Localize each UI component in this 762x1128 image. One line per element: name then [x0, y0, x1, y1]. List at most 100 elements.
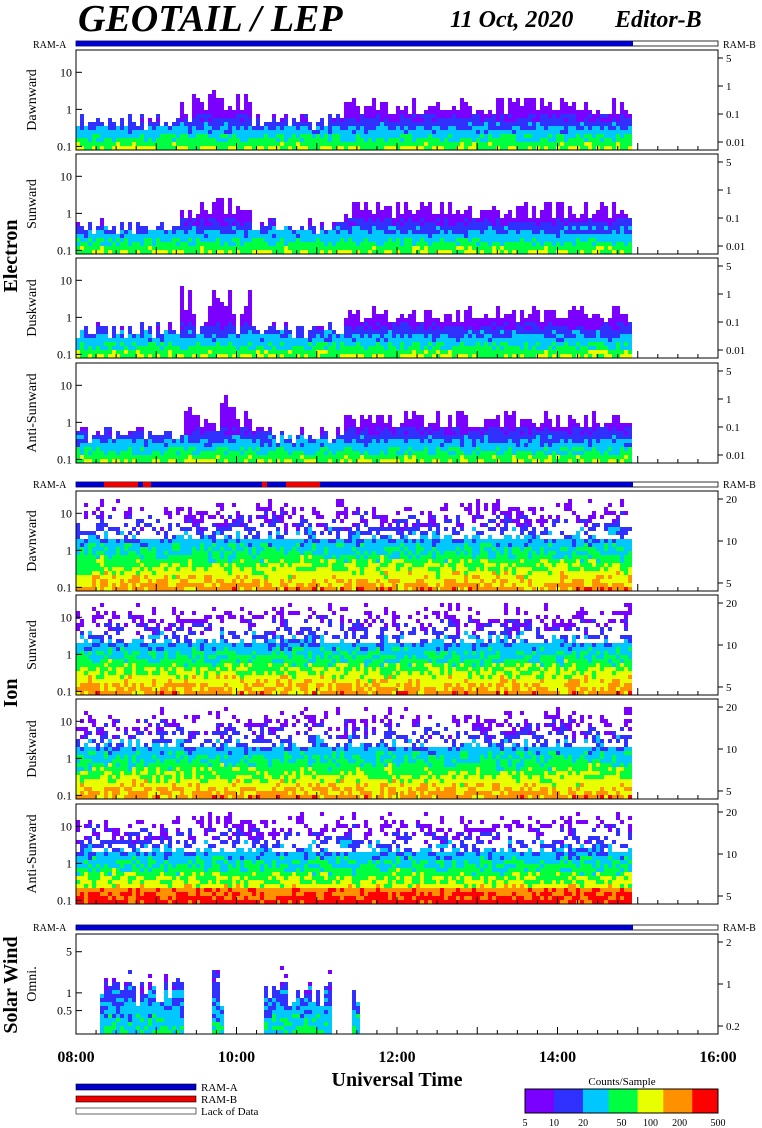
spectrogram-cell	[444, 142, 448, 146]
spectrogram-cell	[612, 118, 616, 122]
spectrogram-cell	[236, 102, 240, 106]
spectrogram-cell	[296, 338, 300, 342]
spectrogram-cell	[136, 439, 140, 443]
spectrogram-cell	[220, 218, 224, 222]
spectrogram-cell	[104, 134, 108, 138]
spectrogram-cell	[220, 326, 224, 330]
spectrogram-cell	[188, 230, 192, 234]
spectrogram-cell	[196, 350, 200, 354]
spectrogram-cell	[268, 439, 272, 443]
spectrogram-cell	[188, 130, 192, 134]
spectrogram-cell	[332, 142, 336, 146]
spectrogram-cell	[400, 455, 404, 459]
spectrogram-cell	[392, 334, 396, 338]
spectrogram-cell	[440, 214, 444, 218]
spectrogram-cell	[356, 138, 360, 142]
spectrogram-cell	[80, 130, 84, 134]
spectrogram-cell	[384, 423, 388, 427]
spectrogram-cell	[380, 146, 384, 150]
spectrogram-cell	[580, 138, 584, 142]
spectrogram-cell	[608, 138, 612, 142]
spectrogram-cell	[180, 130, 184, 134]
spectrogram-cell	[340, 230, 344, 234]
spectrogram-cell	[336, 118, 340, 122]
spectrogram-cell	[148, 342, 152, 346]
spectrogram-cell	[456, 334, 460, 338]
spectrogram-cell	[256, 238, 260, 242]
spectrogram-cell	[340, 350, 344, 354]
spectrogram-cell	[216, 326, 220, 330]
spectrogram-cell	[424, 218, 428, 222]
spectrogram-cell	[524, 202, 528, 206]
spectrogram-cell	[180, 290, 184, 294]
spectrogram-cell	[596, 342, 600, 346]
spectrogram-cell	[392, 435, 396, 439]
spectrogram-cell	[392, 234, 396, 238]
spectrogram-cell	[540, 146, 544, 150]
spectrogram-cell	[456, 126, 460, 130]
spectrogram-cell	[444, 114, 448, 118]
spectrogram-cell	[520, 222, 524, 226]
spectrogram-cell	[348, 106, 352, 110]
spectrogram-cell	[384, 318, 388, 322]
spectrogram-cell	[144, 146, 148, 150]
spectrogram-cell	[332, 222, 336, 226]
spectrogram-cell	[448, 146, 452, 150]
spectrogram-cell	[360, 218, 364, 222]
spectrogram-cell	[300, 142, 304, 146]
spectrogram-cell	[220, 222, 224, 226]
spectrogram-cell	[392, 447, 396, 451]
spectrogram-cell	[116, 334, 120, 338]
spectrogram-cell	[208, 439, 212, 443]
spectrogram-cell	[380, 338, 384, 342]
spectrogram-cell	[356, 210, 360, 214]
spectrogram-cell	[268, 250, 272, 254]
spectrogram-cell	[404, 326, 408, 330]
spectrogram-cell	[308, 334, 312, 338]
spectrogram-cell	[320, 435, 324, 439]
spectrogram-cell	[604, 326, 608, 330]
spectrogram-cell	[604, 142, 608, 146]
spectrogram-cell	[536, 126, 540, 130]
spectrogram-cell	[268, 126, 272, 130]
spectrogram-cell	[244, 459, 248, 463]
spectrogram-cell	[328, 122, 332, 126]
spectrogram-cell	[260, 451, 264, 455]
spectrogram-cell	[540, 106, 544, 110]
spectrogram-cell	[624, 122, 628, 126]
spectrogram-cell	[220, 350, 224, 354]
spectrogram-cell	[576, 114, 580, 118]
spectrogram-cell	[184, 230, 188, 234]
spectrogram-cell	[472, 114, 476, 118]
spectrogram-cell	[344, 218, 348, 222]
spectrogram-cell	[408, 114, 412, 118]
spectrogram-cell	[616, 350, 620, 354]
spectrogram-cell	[180, 110, 184, 114]
spectrogram-cell	[616, 138, 620, 142]
spectrogram-cell	[516, 98, 520, 102]
spectrogram-cell	[188, 334, 192, 338]
spectrogram-cell	[400, 330, 404, 334]
spectrogram-cell	[84, 126, 88, 130]
spectrogram-cell	[564, 234, 568, 238]
spectrogram-cell	[312, 226, 316, 230]
spectrogram-cell	[424, 206, 428, 210]
spectrogram-cell	[268, 350, 272, 354]
spectrogram-cell	[264, 122, 268, 126]
spectrogram-cell	[92, 342, 96, 346]
spectrogram-cell	[396, 435, 400, 439]
spectrogram-cell	[192, 130, 196, 134]
spectrogram-cell	[256, 134, 260, 138]
spectrogram-cell	[372, 354, 376, 358]
spectrogram-cell	[284, 242, 288, 246]
spectrogram-cell	[496, 126, 500, 130]
spectrogram-cell	[216, 218, 220, 222]
spectrogram-cell	[372, 234, 376, 238]
spectrogram-cell	[456, 350, 460, 354]
spectrogram-cell	[524, 342, 528, 346]
spectrogram-cell	[548, 330, 552, 334]
spectrogram-cell	[84, 334, 88, 338]
spectrogram-cell	[240, 346, 244, 350]
spectrogram-cell	[232, 222, 236, 226]
spectrogram-cell	[364, 214, 368, 218]
